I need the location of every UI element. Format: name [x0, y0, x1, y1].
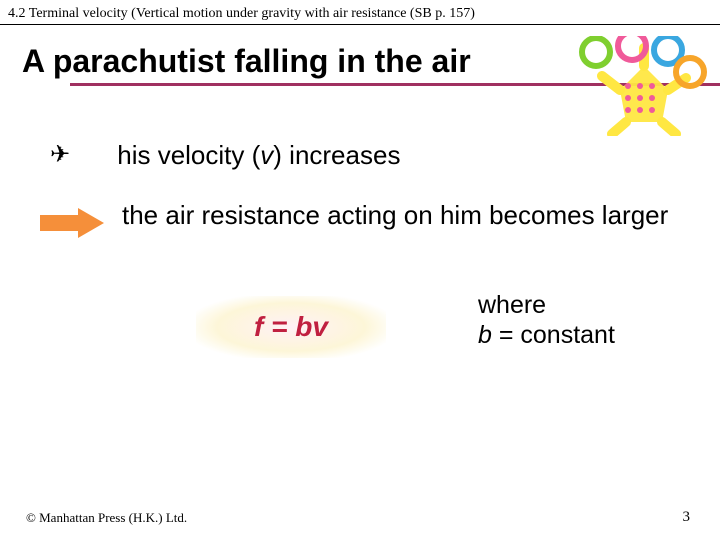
- line1-suffix: ) increases: [273, 140, 400, 170]
- page-number: 3: [683, 509, 691, 526]
- airplane-bullet-icon: ✈: [50, 140, 110, 169]
- line1-prefix: his velocity (: [117, 140, 260, 170]
- chapter-header: 4.2 Terminal velocity (Vertical motion u…: [0, 0, 720, 24]
- where-var: b: [478, 321, 492, 349]
- where-line1: where: [478, 290, 615, 320]
- title-underline: [70, 83, 720, 86]
- header-underline: [0, 24, 720, 25]
- where-block: where b = constant: [478, 290, 615, 350]
- formula-text: f = bv: [254, 311, 328, 343]
- line1-text: his velocity (v) increases: [117, 140, 400, 171]
- right-arrow-icon: [40, 208, 104, 238]
- where-line2: b = constant: [478, 320, 615, 350]
- consequence-text: the air resistance acting on him becomes…: [122, 200, 680, 231]
- formula-box: f = bv: [196, 296, 386, 358]
- bullet-line-1: ✈ his velocity (v) increases: [50, 140, 690, 171]
- title-area: A parachutist falling in the air: [0, 43, 720, 80]
- line1-var: v: [260, 140, 273, 170]
- where-suffix: = constant: [492, 321, 615, 349]
- slide-title: A parachutist falling in the air: [0, 43, 720, 80]
- copyright-footer: © Manhattan Press (H.K.) Ltd.: [26, 510, 187, 526]
